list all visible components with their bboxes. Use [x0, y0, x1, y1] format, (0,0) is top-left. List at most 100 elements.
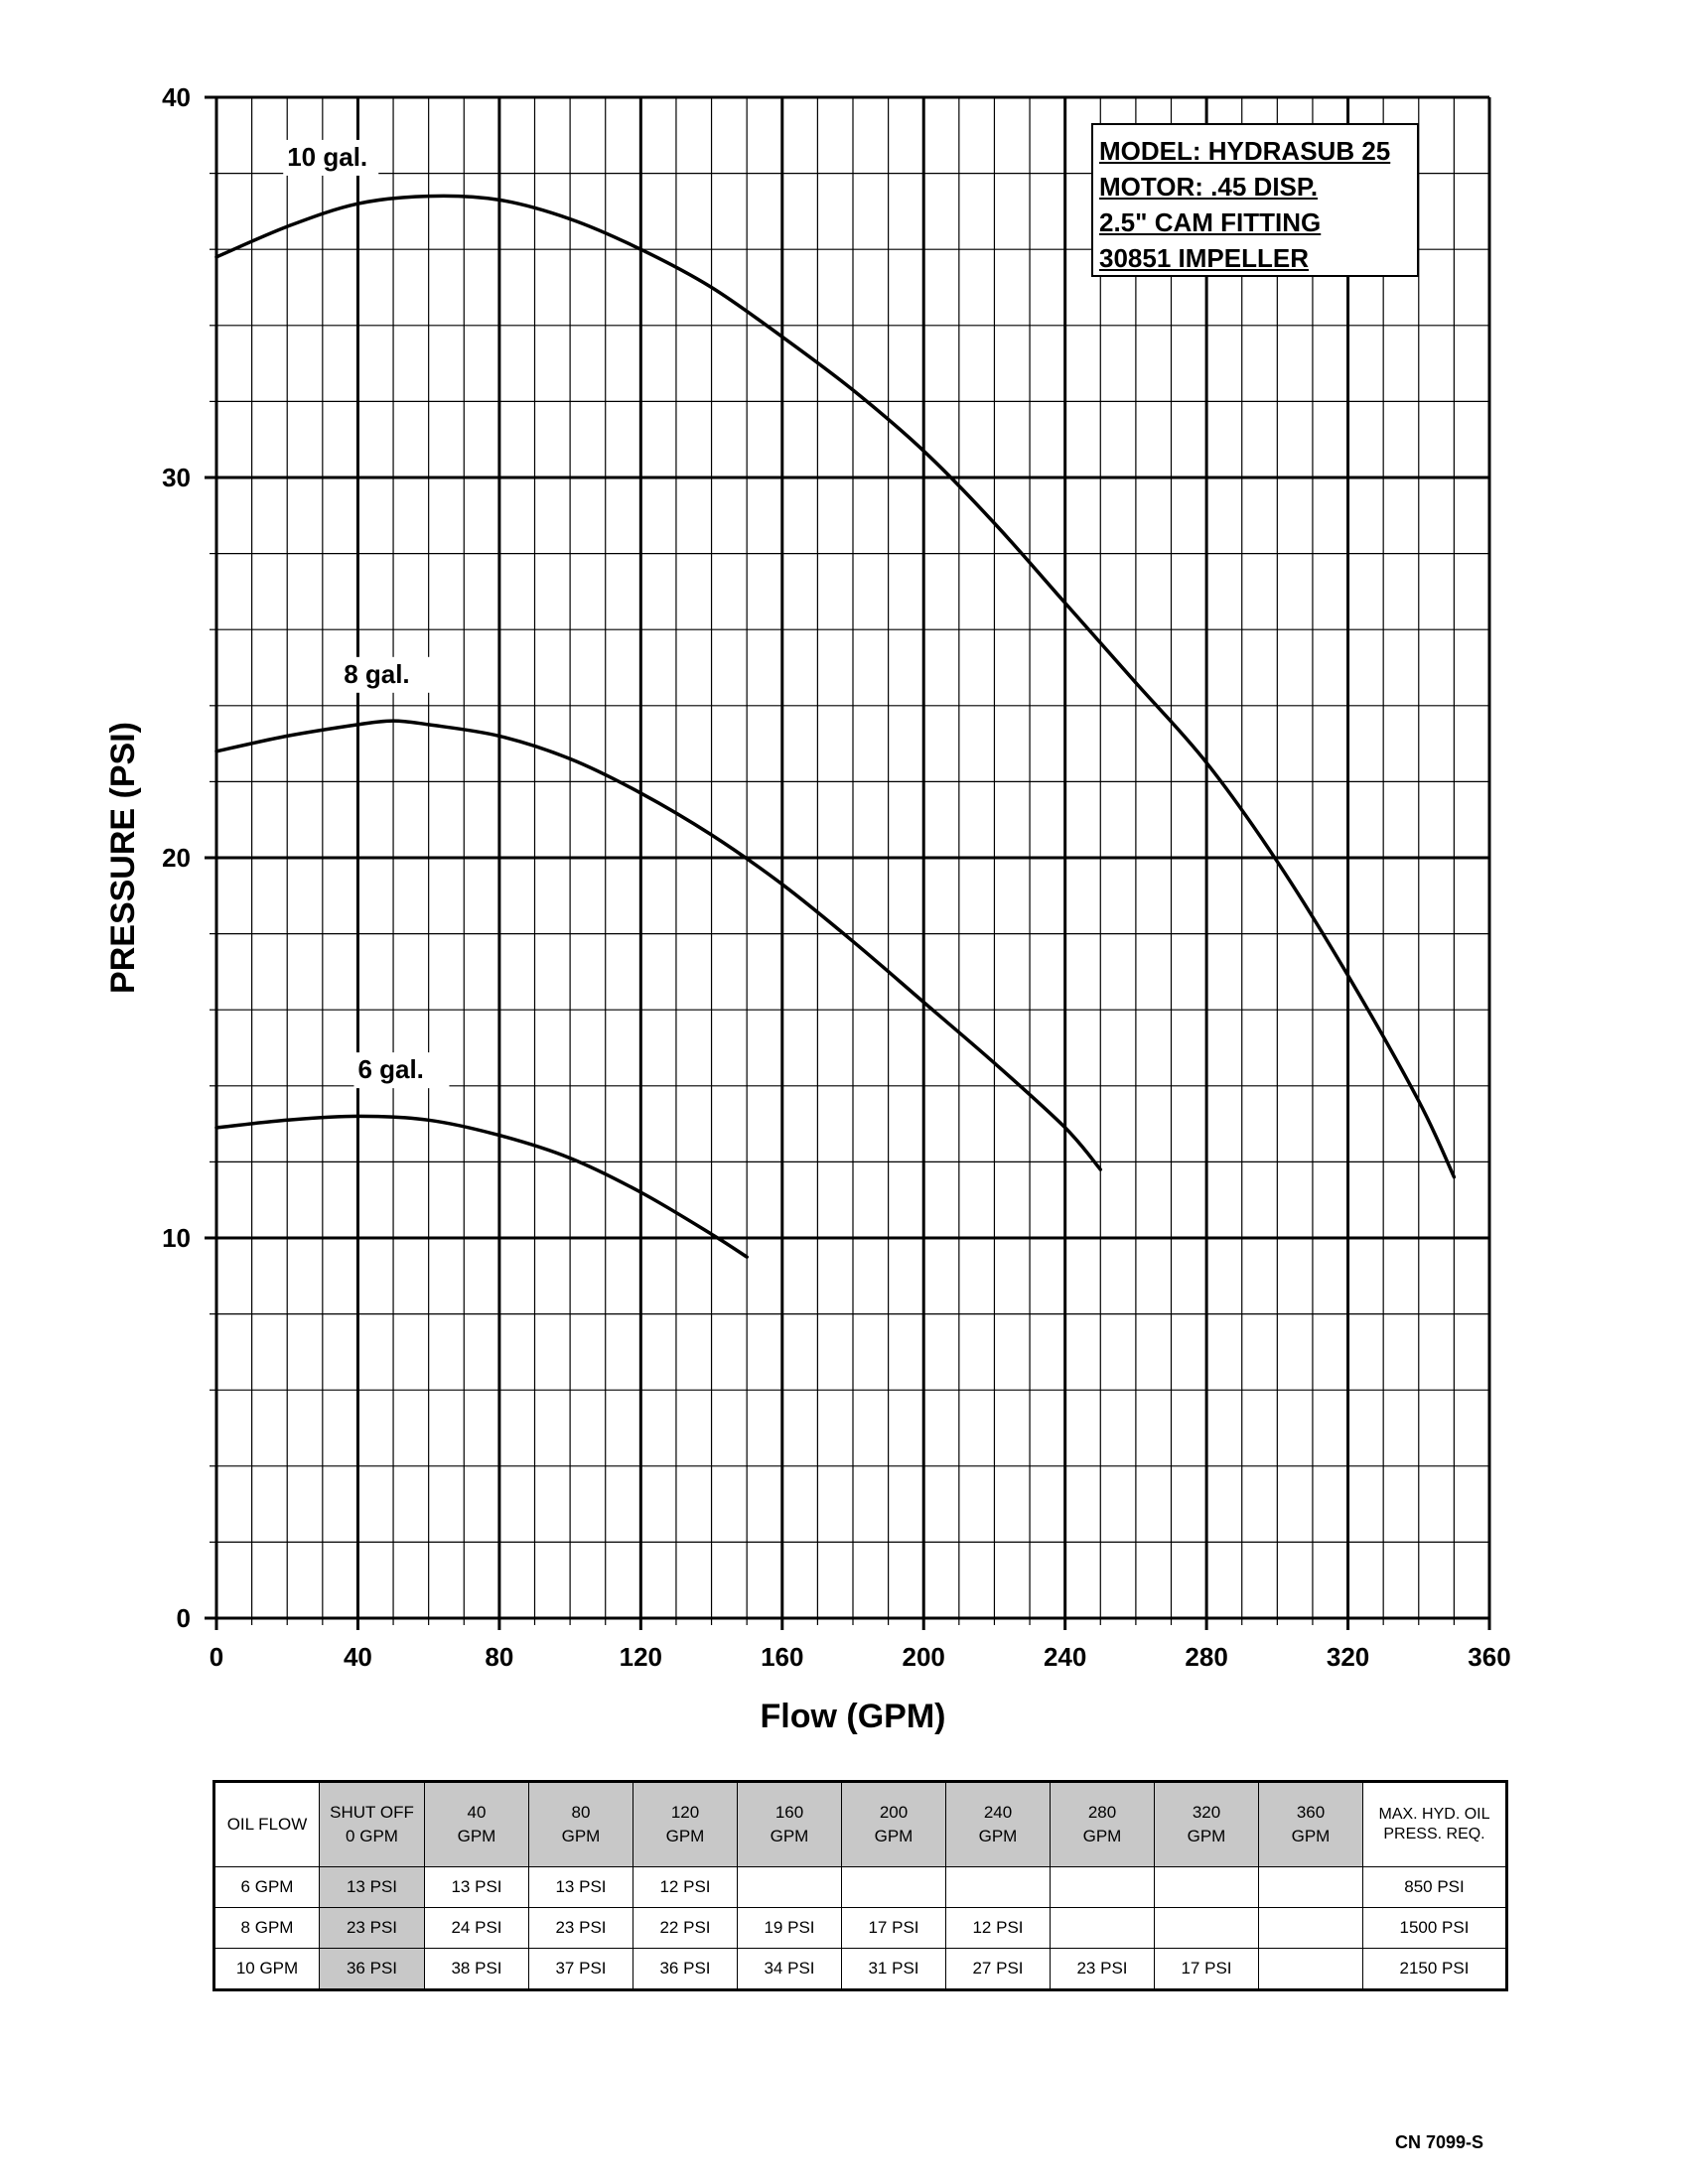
y-tick-label: 30: [162, 463, 191, 492]
x-tick-label: 320: [1327, 1642, 1369, 1672]
table-col-header-top: 280: [1050, 1781, 1155, 1825]
max-header-line1: MAX. HYD. OIL: [1378, 1806, 1490, 1823]
y-tick-label: 10: [162, 1223, 191, 1253]
table-cell: 23 PSI: [319, 1907, 425, 1949]
table-cell: [1050, 1866, 1155, 1908]
table-col-header-top: SHUT OFF: [319, 1781, 425, 1825]
table-cell: 13 PSI: [319, 1866, 425, 1908]
table-header-row: 0 GPM GPM GPM GPM GPM GPM GPM GPM GPM GPM: [214, 1825, 1507, 1867]
chart-curves: [214, 194, 1457, 1259]
performance-table: OIL FLOW SHUT OFF 40 80 120 160 200 240 280 320 36…: [212, 1780, 1508, 1991]
table-col-header-bottom: GPM: [633, 1825, 738, 1867]
model-info-box: MODEL: HYDRASUB 25 MOTOR: .45 DISP. 2.5"…: [1091, 123, 1419, 277]
table-cell: 36 PSI: [633, 1948, 738, 1990]
table-row-label: 6 GPM: [213, 1866, 320, 1908]
table-col-header-bottom: GPM: [1154, 1825, 1259, 1867]
table-max-cell: 850 PSI: [1362, 1866, 1507, 1908]
table-cell: [737, 1866, 842, 1908]
table-header-row: OIL FLOW SHUT OFF 40 80 120 160 200 240 280 320 36…: [213, 1781, 1507, 1867]
table-cell: [945, 1866, 1051, 1908]
table-col-header-top: 40: [424, 1781, 529, 1825]
table-cell: 38 PSI: [424, 1948, 529, 1990]
table-col-header-bottom: GPM: [1258, 1825, 1363, 1867]
x-tick-label: 360: [1468, 1642, 1510, 1672]
table-cell: [1258, 1948, 1363, 1990]
table-max-cell: 2150 PSI: [1362, 1948, 1507, 1990]
x-tick-label: 0: [210, 1642, 223, 1672]
info-impeller: 30851 IMPELLER: [1099, 243, 1309, 273]
table-max-cell: 1500 PSI: [1362, 1907, 1507, 1949]
table-cell: 17 PSI: [1154, 1948, 1259, 1990]
table-col-header-bottom: GPM: [945, 1825, 1051, 1867]
table-col-header-bottom: GPM: [528, 1825, 633, 1867]
table-cell: 37 PSI: [528, 1948, 633, 1990]
table-col-header-bottom: GPM: [737, 1825, 842, 1867]
y-tick-label: 20: [162, 843, 191, 873]
curve-8-gal: [214, 719, 1103, 1171]
table-cell: [841, 1866, 946, 1908]
x-tick-label: 160: [761, 1642, 803, 1672]
table-col-header-top: 320: [1154, 1781, 1259, 1825]
table-col-header-bottom: GPM: [841, 1825, 946, 1867]
x-tick-label: 200: [903, 1642, 945, 1672]
table-col-header-top: 240: [945, 1781, 1051, 1825]
curve-label-8-gal: 8 gal.: [344, 659, 409, 689]
table-cell: 12 PSI: [633, 1866, 738, 1908]
table-row: 8 GPM 23 PSI 24 PSI 23 PSI 22 PSI 19 PSI 17 PS…: [213, 1907, 1507, 1949]
chart-grid: [214, 95, 1491, 1620]
info-motor: MOTOR: .45 DISP.: [1099, 172, 1319, 202]
table-col-header-top: 160: [737, 1781, 842, 1825]
table-cell: 36 PSI: [319, 1948, 425, 1990]
table-cell: [1050, 1907, 1155, 1949]
x-tick-label: 120: [620, 1642, 662, 1672]
table-cell: [1154, 1866, 1259, 1908]
table-cell: 23 PSI: [1050, 1948, 1155, 1990]
max-header-line2: PRESS. REQ.: [1383, 1826, 1485, 1843]
table-col-header-top: 80: [528, 1781, 633, 1825]
table-cell: 34 PSI: [737, 1948, 842, 1990]
table-cell: 31 PSI: [841, 1948, 946, 1990]
curve-label-bg: [340, 656, 436, 693]
table-cell: 13 PSI: [424, 1866, 529, 1908]
table-cell: 19 PSI: [737, 1907, 842, 1949]
chart-axes: 0 40 80 120 160 200 240 280 320 360 0 10 20 30 40 Flow …: [104, 82, 1511, 1735]
curve-label-6-gal: 6 gal.: [357, 1054, 423, 1084]
document-code: CN 7099-S: [1395, 2132, 1484, 2152]
table-row-label: 8 GPM: [213, 1907, 320, 1949]
table-cell: [1258, 1907, 1363, 1949]
curve-10-gal: [214, 194, 1457, 1179]
x-tick-label: 240: [1044, 1642, 1086, 1672]
y-axis-title: PRESSURE (PSI): [104, 722, 142, 994]
curve-label-10-gal: 10 gal.: [287, 142, 367, 172]
x-tick-label: 280: [1185, 1642, 1227, 1672]
table-row-label: 10 GPM: [213, 1948, 320, 1990]
table-col-header-top: 200: [841, 1781, 946, 1825]
table-cell: [1258, 1866, 1363, 1908]
table-col-header-bottom: 0 GPM: [319, 1825, 425, 1867]
table-cell: 22 PSI: [633, 1907, 738, 1949]
table-row: 10 GPM 36 PSI 38 PSI 37 PSI 36 PSI 34 PSI 31 P…: [213, 1948, 1507, 1990]
table-cell: 12 PSI: [945, 1907, 1051, 1949]
table-cell: 23 PSI: [528, 1907, 633, 1949]
table-col-header-top: 120: [633, 1781, 738, 1825]
info-model: MODEL: HYDRASUB 25: [1099, 136, 1391, 166]
table-cell: 17 PSI: [841, 1907, 946, 1949]
table-max-header: MAX. HYD. OIL PRESS. REQ.: [1362, 1781, 1507, 1867]
x-axis-title: Flow (GPM): [761, 1698, 946, 1735]
y-tick-label: 0: [177, 1603, 191, 1633]
table-cell: 13 PSI: [528, 1866, 633, 1908]
y-tick-label: 40: [162, 82, 191, 112]
x-tick-label: 80: [485, 1642, 513, 1672]
table-corner-label: OIL FLOW: [213, 1781, 320, 1867]
curve-label-bg: [283, 139, 379, 176]
pump-performance-chart: 0 40 80 120 160 200 240 280 320 360 0 10 20 30 40 Flow …: [104, 82, 1511, 1735]
table-cell: 27 PSI: [945, 1948, 1051, 1990]
curve-6-gal: [214, 1114, 749, 1259]
curve-label-bg: [353, 1052, 450, 1089]
info-fitting: 2.5" CAM FITTING: [1099, 207, 1322, 237]
table-col-header-bottom: GPM: [424, 1825, 529, 1867]
table-cell: [1154, 1907, 1259, 1949]
table-col-header-bottom: GPM: [1050, 1825, 1155, 1867]
table-col-header-top: 360: [1258, 1781, 1363, 1825]
table-row: 6 GPM 13 PSI 13 PSI 13 PSI 12 PSI 850 PSI: [213, 1866, 1507, 1908]
